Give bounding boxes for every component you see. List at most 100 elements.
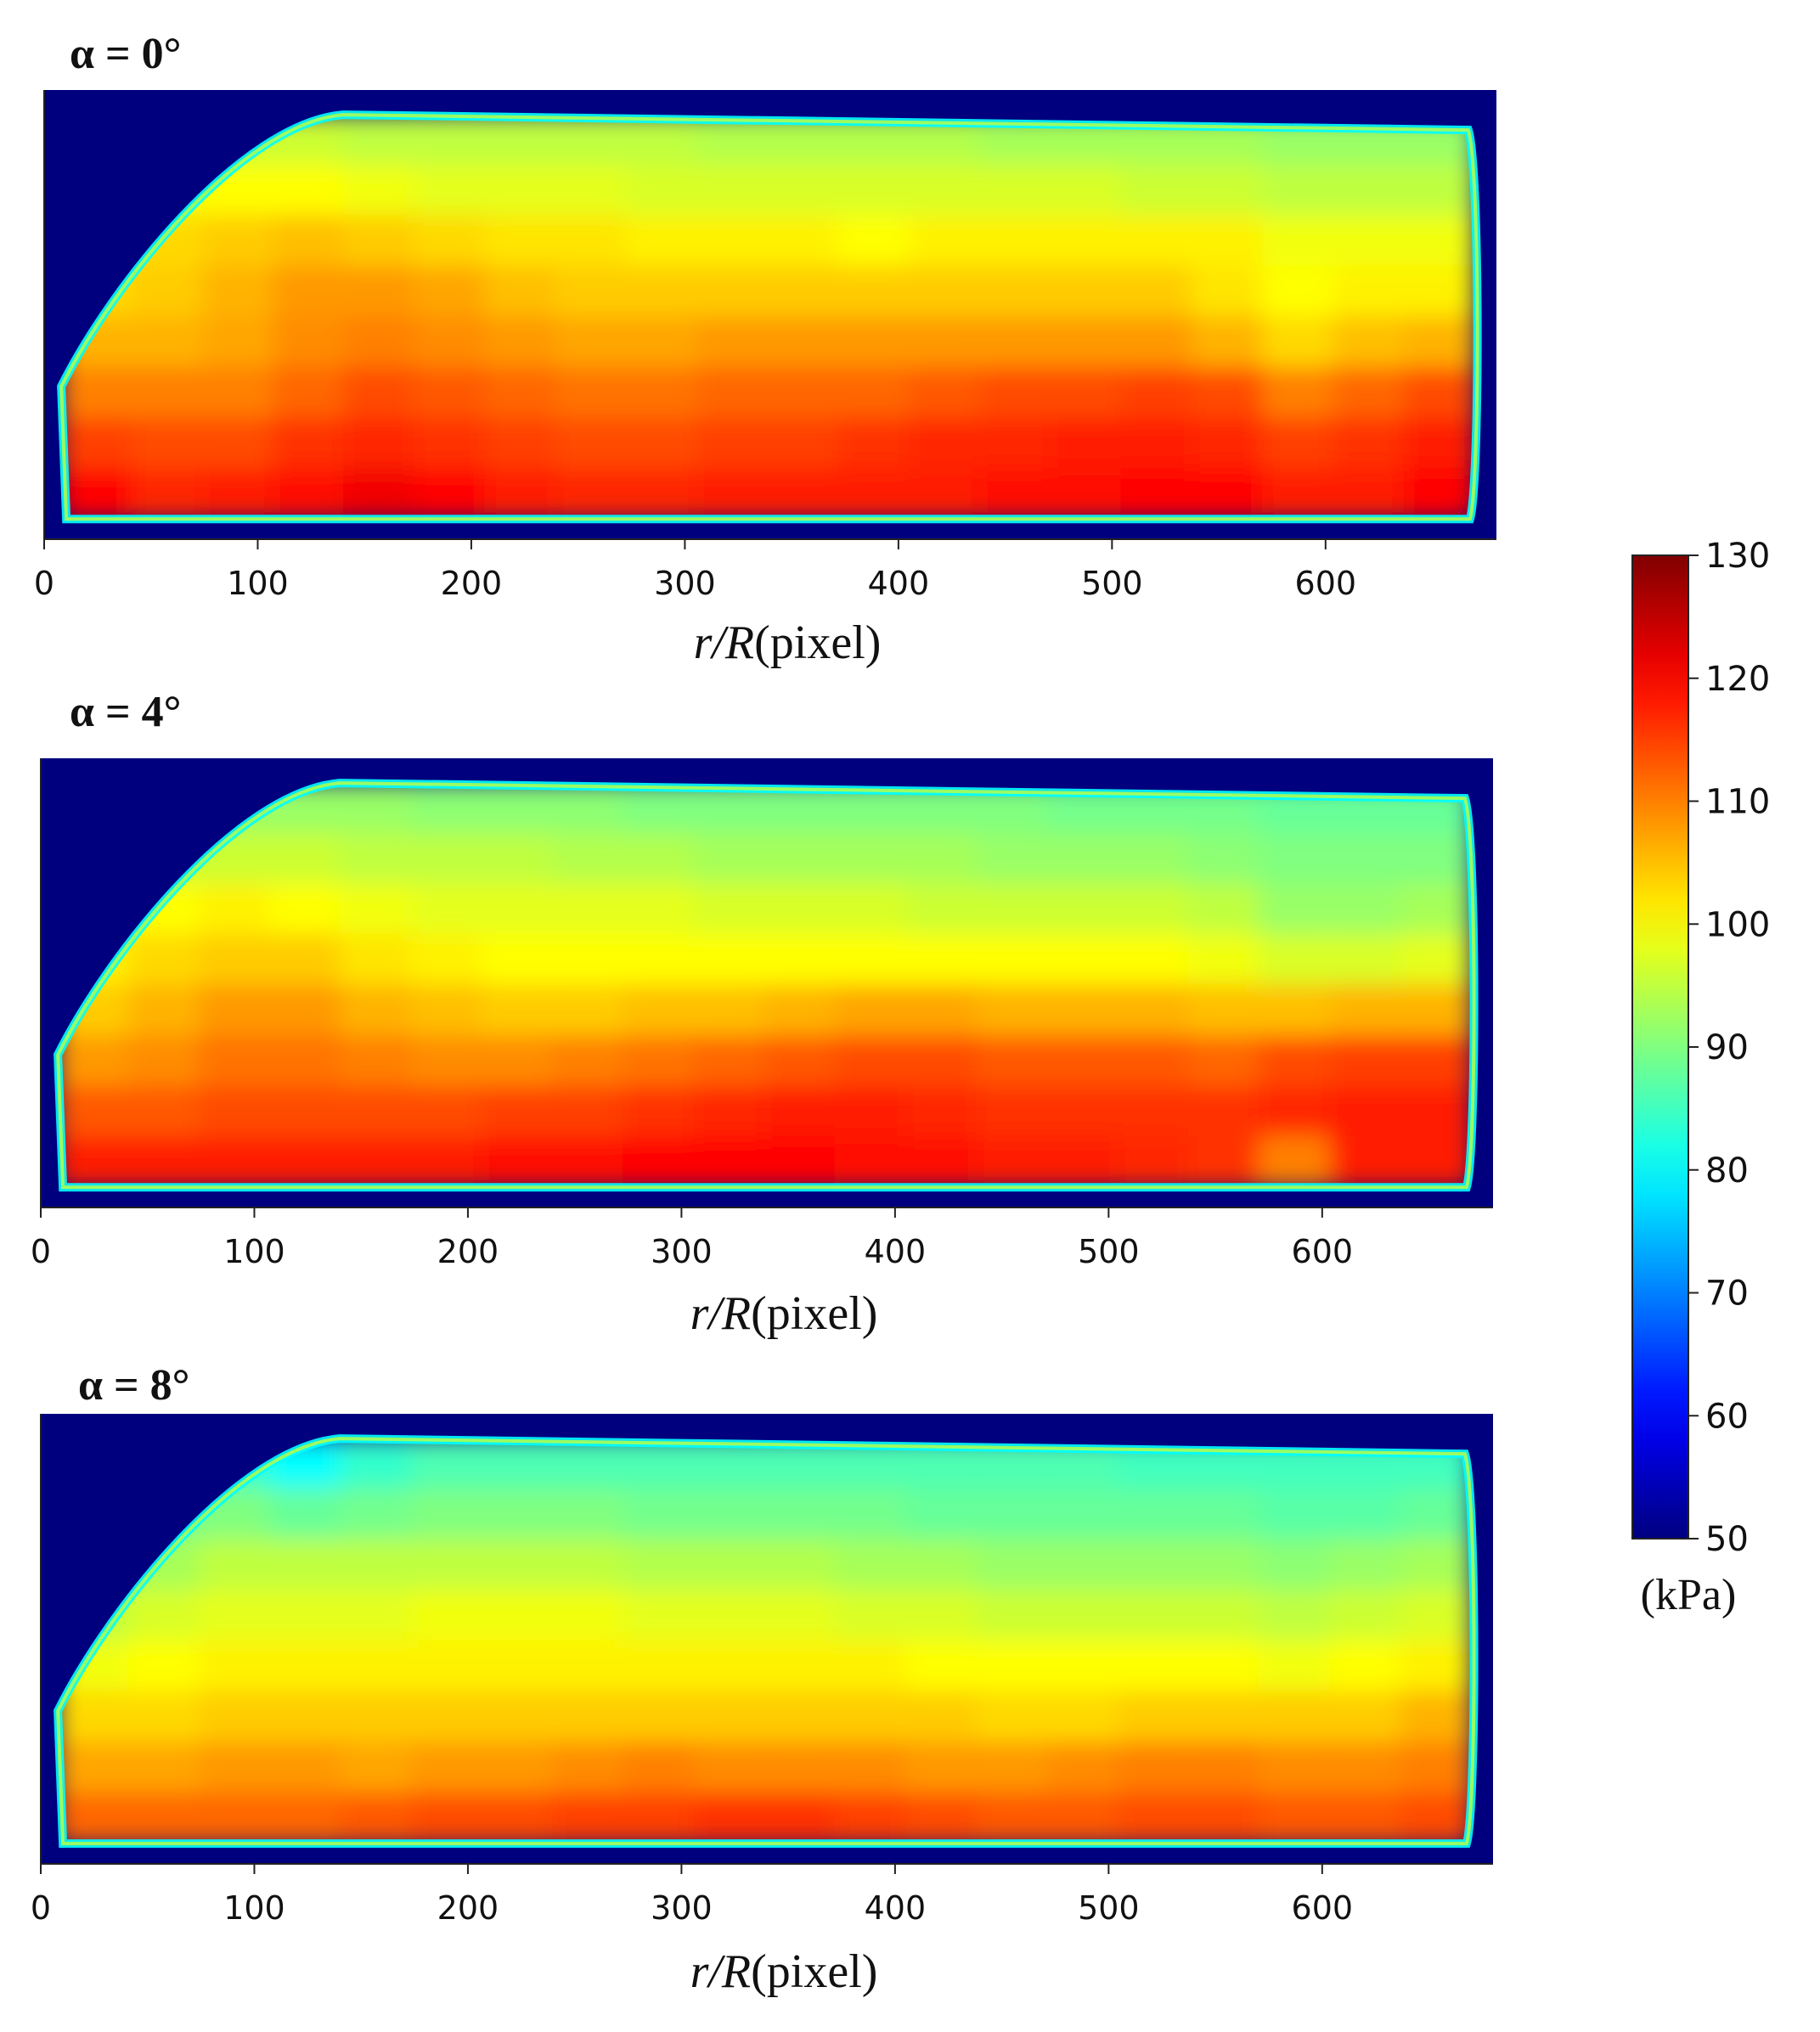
pressure-cell bbox=[410, 1539, 483, 1592]
pressure-cell bbox=[1400, 1135, 1473, 1188]
pressure-cell bbox=[131, 366, 204, 419]
pressure-cell bbox=[343, 417, 416, 470]
pressure-cell bbox=[268, 1640, 342, 1693]
pressure-cell bbox=[551, 1135, 625, 1188]
pressure-cell bbox=[1329, 1792, 1402, 1844]
pressure-cell bbox=[1050, 417, 1123, 470]
pressure-cell bbox=[1187, 1691, 1261, 1743]
pressure-cell bbox=[1259, 1590, 1332, 1642]
pressure-cell bbox=[904, 984, 978, 1037]
pressure-cell bbox=[693, 1691, 766, 1743]
pressure-cell bbox=[1259, 1539, 1332, 1592]
pressure-cell bbox=[268, 883, 342, 936]
x-tick-label: 500 bbox=[1078, 1233, 1140, 1270]
pressure-cell bbox=[837, 265, 910, 318]
pressure-cell bbox=[979, 265, 1052, 318]
pressure-cell bbox=[837, 467, 910, 520]
pressure-cell bbox=[1400, 1741, 1473, 1794]
pressure-cell bbox=[763, 1034, 837, 1088]
pressure-cell bbox=[693, 1539, 766, 1592]
pressure-cell bbox=[340, 984, 413, 1037]
pressure-cell bbox=[58, 1085, 130, 1138]
pressure-cell bbox=[410, 1034, 483, 1088]
pressure-cell bbox=[696, 164, 769, 217]
pressure-cell bbox=[1050, 366, 1123, 419]
pressure-cell bbox=[340, 783, 413, 835]
pressure-cell bbox=[1046, 1085, 1119, 1138]
pressure-cell bbox=[693, 1741, 766, 1794]
x-axis-label-unit: (pixel) bbox=[754, 616, 881, 669]
pressure-cell bbox=[268, 1539, 342, 1592]
pressure-cell bbox=[268, 1085, 342, 1138]
pressure-cell bbox=[198, 1590, 271, 1642]
pressure-cell bbox=[1262, 467, 1335, 520]
pressure-cell bbox=[340, 1135, 413, 1188]
pressure-cell bbox=[268, 832, 342, 886]
pressure-cell bbox=[767, 265, 840, 318]
pressure-cell bbox=[904, 1488, 978, 1541]
pressure-cell bbox=[1400, 1488, 1473, 1541]
domain-edge-inner bbox=[56, 781, 1476, 1190]
pressure-cell bbox=[1259, 1691, 1332, 1743]
pressure-cell bbox=[904, 883, 978, 936]
pressure-field bbox=[58, 1438, 1473, 1844]
pressure-cell bbox=[1400, 832, 1473, 886]
pressure-cell bbox=[767, 467, 840, 520]
pressure-cell bbox=[1120, 366, 1193, 419]
pressure-cell bbox=[340, 883, 413, 936]
x-tick-label: 400 bbox=[865, 1233, 927, 1270]
pressure-cell bbox=[1117, 832, 1190, 886]
x-axis-label-italic: r/R bbox=[690, 1945, 752, 1998]
pressure-cell bbox=[763, 1640, 837, 1693]
pressure-cell bbox=[1333, 164, 1406, 217]
pressure-cell bbox=[1120, 215, 1193, 267]
x-tick-label: 400 bbox=[868, 565, 930, 602]
pressure-cell bbox=[623, 1539, 696, 1592]
pressure-cell bbox=[1259, 1085, 1332, 1138]
pressure-cell bbox=[340, 933, 413, 987]
pressure-cell bbox=[904, 1741, 978, 1794]
pressure-cell bbox=[1187, 883, 1261, 936]
pressure-cell bbox=[1117, 1488, 1190, 1541]
pressure-cell bbox=[410, 1085, 483, 1138]
pressure-cell bbox=[1046, 1640, 1119, 1693]
pressure-cell bbox=[551, 783, 625, 835]
pressure-cell bbox=[1259, 1640, 1332, 1693]
pressure-cell bbox=[626, 316, 699, 369]
pressure-cell bbox=[410, 933, 483, 987]
pressure-cell bbox=[763, 984, 837, 1037]
pressure-field bbox=[58, 783, 1473, 1188]
pressure-cell bbox=[340, 1438, 413, 1490]
pressure-cell bbox=[1259, 1792, 1332, 1844]
pressure-cell bbox=[1191, 366, 1265, 419]
pressure-cell bbox=[1403, 366, 1476, 419]
pressure-cell bbox=[340, 1085, 413, 1138]
pressure-cell bbox=[555, 467, 628, 520]
pressure-cell bbox=[834, 883, 907, 936]
x-tick-label: 300 bbox=[651, 1233, 713, 1270]
pressure-cell bbox=[1262, 164, 1335, 217]
pressure-cell bbox=[127, 1034, 200, 1088]
pressure-cell bbox=[904, 1034, 978, 1088]
pressure-cell bbox=[696, 366, 769, 419]
pressure-cell bbox=[481, 1135, 554, 1188]
pressure-cell bbox=[484, 467, 557, 520]
pressure-cell bbox=[414, 115, 487, 166]
pressure-cell bbox=[1187, 1792, 1261, 1844]
pressure-cell bbox=[343, 215, 416, 267]
pressure-cell bbox=[410, 984, 483, 1037]
pressure-cell bbox=[481, 1488, 554, 1541]
pressure-cell bbox=[551, 1741, 625, 1794]
pressure-cell bbox=[1259, 883, 1332, 936]
pressure-cell bbox=[268, 1792, 342, 1844]
pressure-cell bbox=[1400, 1792, 1473, 1844]
colorbar-unit-label: (kPa) bbox=[1641, 1571, 1737, 1619]
pressure-cell bbox=[1400, 984, 1473, 1037]
pressure-cell bbox=[551, 1792, 625, 1844]
pressure-cell bbox=[268, 1488, 342, 1541]
pressure-cell bbox=[1259, 1488, 1332, 1541]
x-tick-label: 600 bbox=[1295, 565, 1357, 602]
pressure-cell bbox=[834, 1488, 907, 1541]
pressure-cell bbox=[693, 1640, 766, 1693]
pressure-cell bbox=[127, 1691, 200, 1743]
